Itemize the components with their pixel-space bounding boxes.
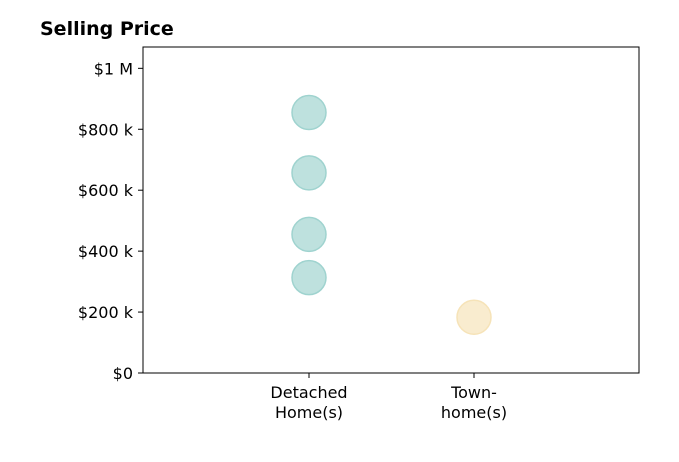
data-point-1-3: [291, 155, 327, 191]
y-tick-label-2: $400 k: [78, 242, 134, 261]
x-tick-label-0: Detached Home(s): [270, 383, 347, 422]
data-point-1-1: [291, 259, 327, 296]
data-point-2-1: [456, 299, 492, 335]
y-tick-label-0: $0: [113, 364, 133, 383]
y-axis: $0 $200 k $400 k $600 k $800 k $1 M: [78, 59, 143, 383]
chart-title: Selling Price: [40, 18, 174, 40]
y-tick-label-3: $600 k: [78, 181, 134, 200]
x-axis: Detached Home(s) Town-home(s): [270, 373, 507, 422]
y-tick-label-5: $1 M: [94, 59, 133, 78]
data-point-1-2: [291, 216, 327, 253]
plot-frame: [142, 46, 640, 374]
y-tick-label-4: $800 k: [78, 120, 134, 139]
data-point-1-4: [291, 94, 327, 131]
x-tick-label-1: Town-home(s): [441, 383, 507, 422]
plot-marks: [291, 94, 492, 335]
y-tick-label-1: $200 k: [78, 303, 134, 322]
